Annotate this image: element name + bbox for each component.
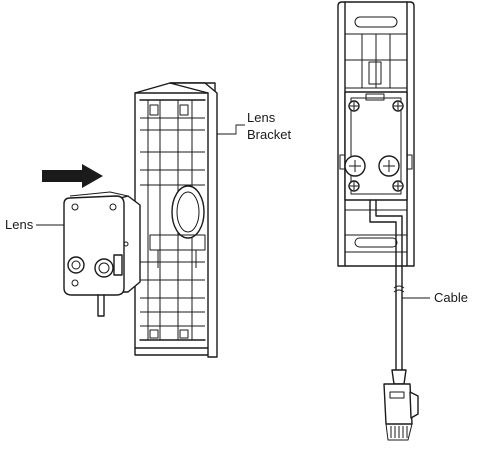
screw-top-left [348, 100, 360, 112]
screw-bottom-left [348, 180, 360, 192]
lens-bracket [134, 82, 218, 358]
arrow-right-icon [42, 164, 103, 188]
lens-bracket-label-line2: Bracket [247, 127, 291, 142]
lens-label: Lens [5, 217, 34, 232]
lens-bracket-label-line1: Lens [247, 110, 276, 125]
lens-bracket-leader-line [217, 124, 245, 135]
bracket-rear-view [337, 1, 415, 267]
cable-label: Cable [434, 290, 468, 305]
screw-bottom-right [392, 180, 404, 192]
cable [391, 265, 407, 385]
screw-top-right [392, 100, 404, 112]
cable-connector [383, 383, 419, 441]
lens-module [63, 191, 141, 317]
